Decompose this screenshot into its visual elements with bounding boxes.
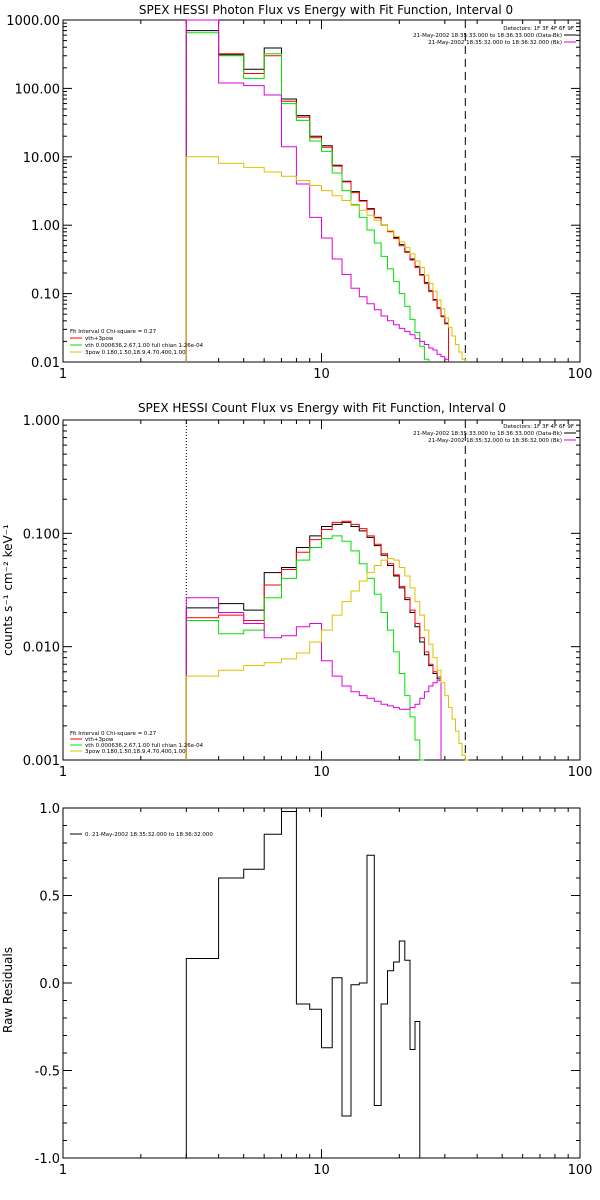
axes: 1 10 100 1000.00 100.00 10.00 1.00 0.10 0.01 [6,14,592,382]
series-line-black [185,521,442,760]
legend-text: vth 0.000636,2.67,1.00 full chian 1.26e-… [85,743,204,749]
x-tick-label: 1 [59,367,67,382]
y-tick-label: 0.010 [23,641,60,656]
y-axis-label: counts s⁻¹ cm⁻² keV⁻¹ [1,524,15,656]
series-line-magenta [185,19,449,362]
legend-topleft: 0. 21-May-2002 18:35:32.000 to 18:36:32.… [70,832,213,838]
axes: 1 10 100 1.000 0.100 0.010 0.001 [23,414,593,780]
x-tick-label: 10 [313,765,330,780]
legend-text: 3pow 0.180,1.50,18.9,4.70,400,1.00 [85,350,186,356]
series-line-magenta [185,597,442,760]
legend-text: 3pow 0.180,1.50,18.9,4.70,400,1.00 [85,749,186,755]
x-tick-label: 100 [568,765,593,780]
series-line-black [185,30,449,362]
legend-text: 21-May-2002 18:35:33.000 to 18:36:33.000… [413,431,562,437]
legend-text: Detectors: 1F 3F 4F 6F 9F [503,26,574,32]
legend-text: vth+3pow [85,737,114,743]
x-tick-label: 10 [313,1163,330,1178]
series-lines [185,811,421,1158]
legend-text: Detectors: 1F 3F 4F 6F 9F [503,424,574,430]
legend-text: Fit Interval 0 Chi-square = 0.27 [70,329,157,335]
legend-text: 21-May-2002 18:35:32.000 to 18:36:32.000… [428,40,562,46]
legend-text: vth 0.000636,2.67,1.00 full chian 1.26e-… [85,343,204,349]
x-tick-label: 100 [568,1163,593,1178]
x-tick-label: 100 [568,367,593,382]
series-line-red [185,19,449,362]
photon-flux-chart: SPEX HESSI Photon Flux vs Energy with Fi… [6,3,592,382]
series-lines [185,520,469,761]
y-tick-label: 10.00 [23,151,60,166]
axes: 1 10 100 1.0 0.5 0.0 -0.5 -1.0 [35,802,593,1178]
series-line-red [185,520,442,760]
x-tick-label: 1 [59,765,67,780]
series-line-yellow [185,156,466,362]
y-tick-label: 0.100 [23,527,60,542]
x-tick-label: 10 [313,367,330,382]
series-lines [185,19,466,362]
legend-text: vth+3pow [85,336,114,342]
y-tick-label: 0.001 [23,754,60,769]
y-axis-label: Raw Residuals [1,947,15,1033]
legend-text: 0. 21-May-2002 18:35:32.000 to 18:36:32.… [85,832,213,838]
residuals-chart: Raw Residuals 1 10 100 1.0 0.5 0.0 -0.5 -1.0 0.… [1,802,592,1178]
legend-bottomleft: Fit Interval 0 Chi-square = 0.27 vth+3po… [70,731,204,755]
legend-text: 21-May-2002 18:35:32.000 to 18:36:32.000… [428,438,562,444]
legend-bottomleft: Fit Interval 0 Chi-square = 0.27 vth+3po… [70,329,204,356]
count-flux-chart: SPEX HESSI Count Flux vs Energy with Fit… [1,401,592,780]
legend-topright: Detectors: 1F 3F 4F 6F 9F 21-May-2002 18… [413,424,576,444]
plot-frame [62,807,581,1159]
y-tick-label: 0.5 [39,890,60,905]
legend-text: 21-May-2002 18:35:33.000 to 18:36:33.000… [413,33,562,39]
x-tick-label: 1 [59,1163,67,1178]
y-tick-label: 1.00 [31,219,60,234]
vlines [185,420,466,760]
chart-title: SPEX HESSI Count Flux vs Energy with Fit… [138,401,506,415]
y-tick-label: -0.5 [35,1065,60,1080]
y-tick-label: -1.0 [35,1152,60,1167]
series-line-green [185,535,425,761]
chart-title: SPEX HESSI Photon Flux vs Energy with Fi… [139,3,513,17]
series-line-green [185,32,430,362]
y-tick-label: 1.000 [23,414,60,429]
y-tick-label: 0.01 [31,356,60,371]
y-tick-label: 0.0 [39,977,60,992]
y-tick-label: 0.10 [31,288,60,303]
y-tick-label: 1.0 [39,802,60,817]
series-line-black [185,811,421,1158]
plot-frame [62,419,581,761]
legend-topright: Detectors: 1F 3F 4F 6F 9F 21-May-2002 18… [413,26,576,46]
series-line-yellow [185,558,469,761]
y-tick-label: 100.00 [15,82,61,97]
legend-text: Fit Interval 0 Chi-square = 0.27 [70,731,157,737]
y-tick-label: 1000.00 [6,14,60,29]
